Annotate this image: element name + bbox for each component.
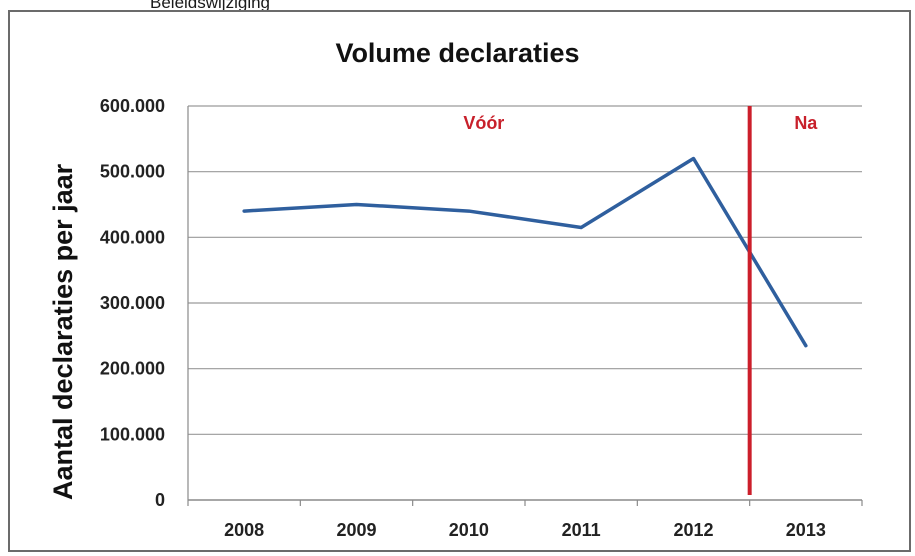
y-tick-label: 100.000: [100, 424, 165, 444]
y-tick-label: 400.000: [100, 227, 165, 247]
chart-title: Volume declaraties: [335, 38, 580, 68]
x-tick-label: 2010: [449, 520, 489, 540]
y-tick-label: 600.000: [100, 96, 165, 116]
series-line: [242, 156, 808, 348]
y-tick-label: 0: [155, 490, 165, 510]
x-tick-label: 2008: [224, 520, 264, 540]
annotations: Vóór Na: [463, 106, 818, 495]
x-tick-label: 2013: [786, 520, 826, 540]
series-lines: [242, 156, 808, 348]
x-tick-label: 2009: [336, 520, 376, 540]
y-axis-label: Aantal declaraties per jaar: [48, 163, 78, 500]
y-tick-label: 300.000: [100, 293, 165, 313]
x-tick-label: 2011: [562, 520, 601, 540]
cut-off-heading: Beleidswijziging: [150, 0, 271, 12]
after-label: Na: [794, 113, 818, 133]
chart-frame: [8, 10, 911, 552]
x-tick-labels: 2008 2009 2010 2011 2012 2013: [187, 500, 863, 540]
y-tick-labels: 0 100.000 200.000 300.000 400.000 500.000 600.…: [100, 96, 165, 510]
y-tick-label: 200.000: [100, 359, 165, 379]
gridlines: [187, 105, 862, 501]
before-label: Vóór: [463, 113, 504, 133]
x-tick-label: 2012: [673, 520, 713, 540]
y-tick-label: 500.000: [100, 162, 165, 182]
